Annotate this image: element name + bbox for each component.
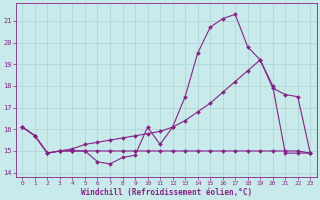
X-axis label: Windchill (Refroidissement éolien,°C): Windchill (Refroidissement éolien,°C) [81, 188, 252, 197]
